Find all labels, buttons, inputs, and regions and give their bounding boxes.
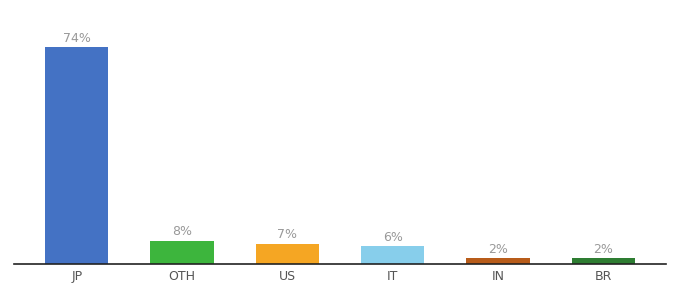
Bar (150, 241, 214, 264)
Text: 6%: 6% (383, 231, 403, 244)
Text: 74%: 74% (63, 32, 90, 45)
Text: 2%: 2% (593, 243, 613, 256)
Bar (466, 258, 530, 264)
Bar (361, 246, 424, 264)
Bar (572, 258, 635, 264)
Bar (45, 47, 108, 264)
Text: 2%: 2% (488, 243, 508, 256)
Text: 7%: 7% (277, 228, 297, 241)
Text: 8%: 8% (172, 225, 192, 238)
Bar (256, 244, 319, 264)
